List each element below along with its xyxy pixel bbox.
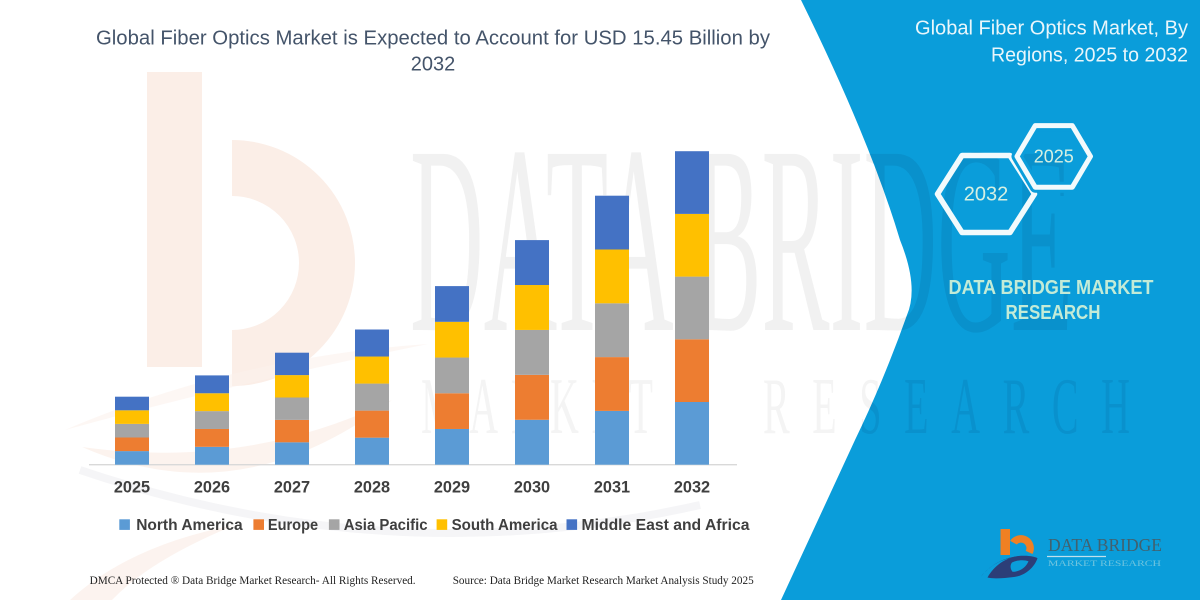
svg-text:Global Fiber Optics Market, By: Global Fiber Optics Market, By bbox=[915, 18, 1188, 40]
svg-text:North America: North America bbox=[136, 517, 242, 534]
svg-text:2032: 2032 bbox=[411, 54, 456, 76]
svg-text:MARKET RESEARCH: MARKET RESEARCH bbox=[1048, 559, 1161, 568]
svg-text:2030: 2030 bbox=[514, 478, 550, 496]
svg-text:2032: 2032 bbox=[674, 478, 710, 496]
svg-text:South America: South America bbox=[452, 517, 558, 534]
svg-text:Global Fiber Optics Market is: Global Fiber Optics Market is Expected t… bbox=[96, 28, 770, 50]
svg-text:DATA BRIDGE MARKET: DATA BRIDGE MARKET bbox=[949, 277, 1154, 299]
svg-text:2028: 2028 bbox=[354, 478, 390, 496]
svg-text:Europe: Europe bbox=[268, 517, 318, 534]
svg-text:RESEARCH: RESEARCH bbox=[1006, 302, 1101, 324]
svg-text:2027: 2027 bbox=[274, 478, 310, 496]
svg-text:2025: 2025 bbox=[114, 478, 150, 496]
svg-text:Source: Data Bridge Market Res: Source: Data Bridge Market Research Mark… bbox=[453, 575, 754, 587]
svg-text:Asia Pacific: Asia Pacific bbox=[344, 517, 428, 534]
svg-text:2025: 2025 bbox=[1034, 147, 1074, 167]
svg-text:2029: 2029 bbox=[434, 478, 470, 496]
svg-text:DATA BRIDGE: DATA BRIDGE bbox=[1048, 535, 1162, 555]
svg-text:Regions, 2025 to 2032: Regions, 2025 to 2032 bbox=[991, 45, 1188, 67]
svg-text:2032: 2032 bbox=[964, 184, 1009, 206]
svg-text:2026: 2026 bbox=[194, 478, 230, 496]
svg-text:Middle East and Africa: Middle East and Africa bbox=[582, 517, 750, 534]
svg-text:DMCA Protected ® Data Bridge M: DMCA Protected ® Data Bridge Market Rese… bbox=[90, 575, 416, 587]
svg-text:2031: 2031 bbox=[594, 478, 630, 496]
